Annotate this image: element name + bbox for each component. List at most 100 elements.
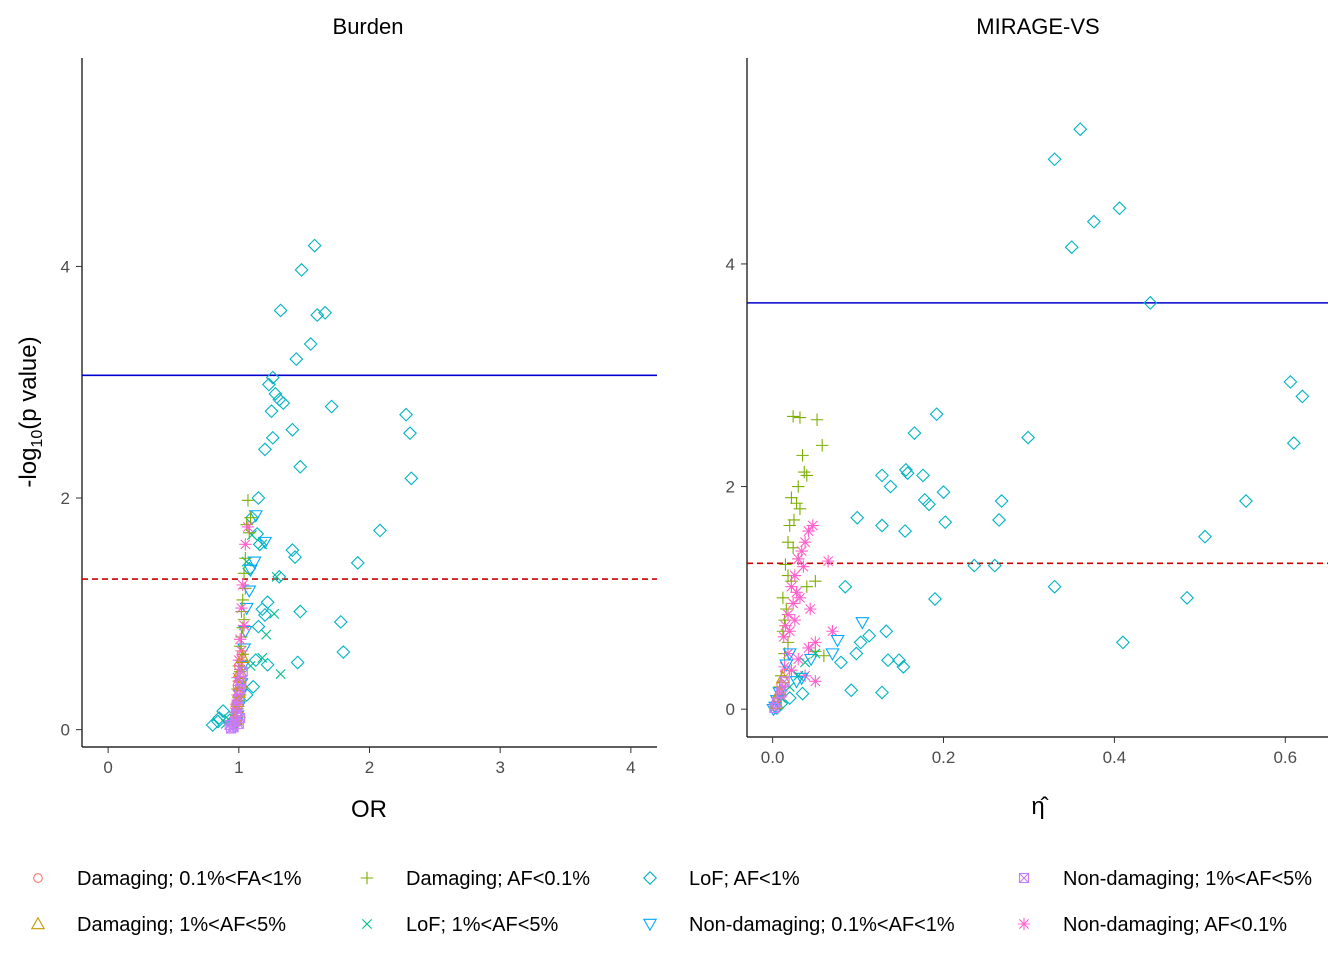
data-point [243, 564, 258, 578]
data-point [783, 625, 796, 638]
legend-item-dam_fa: Damaging; 0.1%<FA<1% [33, 868, 302, 890]
data-point [236, 675, 247, 687]
data-point [288, 550, 302, 565]
data-point [372, 523, 387, 538]
data-point [777, 630, 790, 644]
data-point [785, 580, 798, 593]
legend-item-dam_15: Damaging; 1%<AF<5% [30, 914, 286, 936]
data-point [233, 693, 244, 704]
series-lof_rare [769, 122, 1310, 716]
data-point [849, 646, 864, 661]
data-point [404, 471, 419, 486]
data-point [781, 608, 795, 621]
data-point [235, 601, 248, 615]
data-point [251, 491, 266, 506]
data-point [771, 697, 782, 708]
data-point [244, 511, 257, 524]
data-point [257, 652, 268, 663]
data-point [324, 399, 339, 414]
data-point [806, 519, 819, 532]
x-tick-label: 0 [103, 758, 112, 777]
x-tick-label: 0.2 [932, 748, 956, 767]
legend-item-lof_15: LoF; 1%<AF<5% [361, 914, 559, 936]
data-point [798, 669, 812, 682]
data-point [844, 683, 859, 698]
data-point [272, 569, 287, 584]
x-tick-label: 2 [365, 758, 374, 777]
x-tick-label: 0.6 [1273, 748, 1297, 767]
legend-item-lof_rare: LoF; AF<1% [643, 868, 800, 890]
data-point [236, 593, 249, 607]
legend-item-nd_15: Non-damaging; 1%<AF<5% [1018, 868, 1312, 890]
data-point [795, 686, 810, 701]
data-point [285, 422, 300, 437]
data-point [307, 238, 322, 253]
data-point [779, 676, 790, 687]
data-point [795, 544, 808, 558]
data-point [251, 619, 266, 634]
data-point [790, 586, 803, 599]
data-point [239, 538, 252, 551]
data-point [769, 703, 780, 714]
data-point [350, 555, 365, 570]
data-point [1295, 389, 1310, 404]
x-tick-label: 1 [234, 758, 243, 777]
data-point [239, 582, 252, 595]
data-point [232, 653, 246, 667]
legend-key-triangle-down [642, 918, 658, 932]
data-point [792, 552, 805, 566]
data-point [216, 704, 231, 719]
y-tick-label: 2 [61, 489, 70, 508]
data-point [830, 634, 845, 648]
data-point [247, 556, 262, 570]
data-point [781, 536, 795, 549]
data-point [929, 407, 944, 422]
data-point [834, 655, 848, 670]
data-point [239, 602, 254, 616]
data-point [792, 480, 805, 493]
data-point [779, 558, 792, 571]
data-point [875, 685, 889, 700]
legend-item-nd_rare: Non-damaging; AF<0.1% [1017, 914, 1287, 936]
data-point [275, 669, 286, 680]
data-point [798, 465, 811, 479]
data-point [293, 459, 308, 474]
legend-label: LoF; 1%<AF<5% [406, 914, 559, 936]
legend-key-diamond [643, 871, 657, 885]
data-point [239, 552, 252, 565]
x-tick-label: 0.4 [1103, 748, 1127, 767]
data-point [294, 262, 309, 277]
mirage-plot-panel: 0.0 0.2 0.4 0.6 0 2 4 [726, 58, 1328, 767]
data-point [994, 494, 1009, 508]
data-point [269, 608, 280, 619]
data-point [1283, 374, 1298, 389]
data-point [1238, 494, 1253, 508]
y-axis-title-burden: -log10(p value) [15, 336, 46, 487]
data-point [875, 518, 889, 533]
y-axis-title-rest: (p value) [15, 336, 42, 429]
data-point [318, 305, 333, 320]
data-point [236, 578, 249, 592]
legend-label: Non-damaging; AF<0.1% [1063, 914, 1287, 936]
data-point [1197, 529, 1212, 544]
data-point [785, 664, 798, 677]
data-point [800, 580, 814, 593]
data-point [271, 571, 282, 582]
data-point [235, 650, 250, 664]
data-point [809, 636, 822, 649]
data-point [403, 426, 417, 441]
data-point [310, 308, 325, 323]
data-point [804, 602, 817, 616]
legend-item-nd_01: Non-damaging; 0.1%<AF<1% [642, 914, 955, 936]
data-point [265, 370, 280, 385]
data-point [244, 510, 259, 525]
data-point [792, 652, 805, 666]
data-point [1112, 201, 1127, 216]
data-point [205, 718, 220, 732]
data-point [246, 679, 261, 694]
data-point [797, 560, 810, 573]
data-point [898, 524, 913, 539]
data-point [235, 644, 248, 658]
data-point [917, 492, 932, 507]
data-point [1073, 122, 1088, 137]
